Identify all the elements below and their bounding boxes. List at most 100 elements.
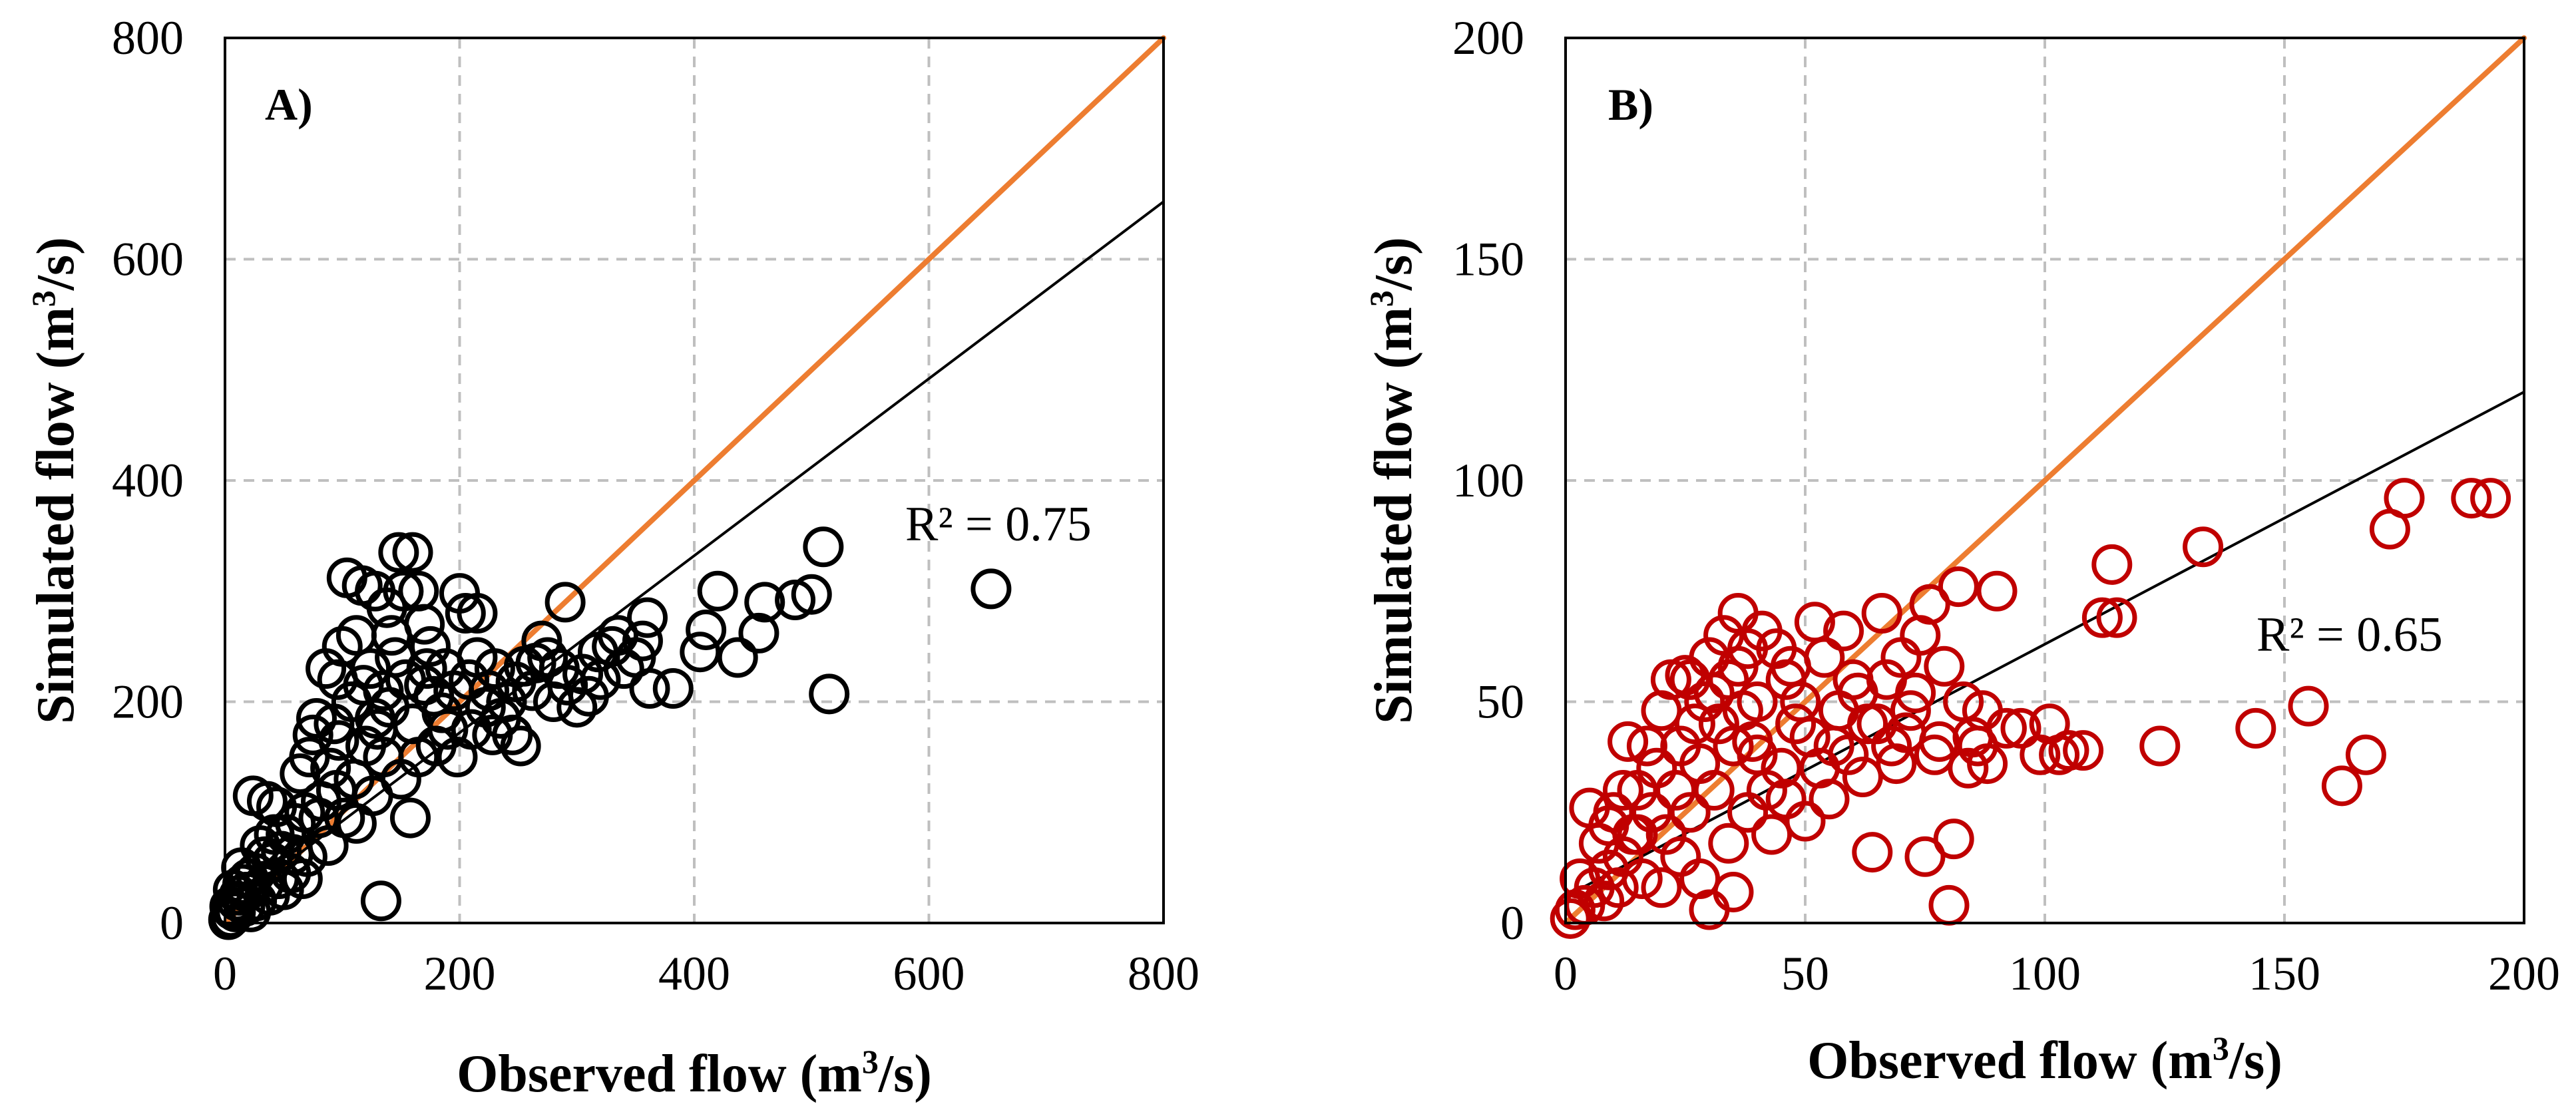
chart-b-data-point (1775, 703, 1817, 745)
chart-b-data-point (1608, 721, 1649, 762)
chart-b-data-point (1693, 672, 1735, 713)
chart-a-data-point (597, 615, 638, 656)
chart-a-data-point (308, 825, 349, 866)
chart-b-data-point (1765, 779, 1807, 820)
chart-b-data-point (2235, 707, 2276, 749)
chart-a-data-point (404, 604, 445, 645)
chart-b-data-point (2183, 526, 2224, 568)
chart-b-data-point (2096, 597, 2137, 638)
chart-a-data-point (457, 637, 498, 678)
chart-a-data-point (292, 714, 333, 755)
chart-b-data-point (1660, 725, 1701, 767)
chart-b-data-point (1602, 770, 1643, 811)
chart-a-data-point (439, 573, 480, 614)
chart-a-data-point (212, 889, 253, 930)
chart-a-data-point (409, 626, 451, 667)
chart-a-x-tick-label: 600 (893, 947, 965, 1000)
chart-a-data-point (385, 659, 426, 700)
chart-a-y-title-tail: /s) (27, 237, 85, 291)
chart-a-x-tick-label: 800 (1128, 947, 1199, 1000)
chart-b-y-tick-labels: 0 50 100 150 200 (1452, 11, 1524, 950)
chart-b-data-point (1679, 858, 1721, 899)
chart-a-data-point (544, 582, 586, 623)
chart-b-data-point (2139, 725, 2181, 767)
chart-a-data-point (809, 673, 850, 715)
chart-a-y-title-sup: 3 (25, 290, 62, 307)
chart-a-data-point (803, 526, 844, 568)
chart-a-x-tick-label: 200 (424, 947, 496, 1000)
chart-a-data-point (263, 869, 304, 910)
chart-a-data-point (398, 570, 439, 612)
chart-a-x-title-sup: 3 (862, 1043, 879, 1080)
chart-a-trend-line (224, 200, 1165, 911)
chart-b-data-point (2470, 478, 2511, 519)
chart-a-data-point (286, 836, 327, 877)
chart-a-data-point (371, 615, 412, 656)
chart-a-x-axis-title: Observed flow (m3/s) (457, 1043, 932, 1103)
chart-b-data-point (1852, 832, 1893, 873)
chart-a-data-point (437, 737, 478, 778)
chart-a-data-point (317, 659, 358, 700)
chart-b-r2-label: R² = 0.65 (2256, 608, 2443, 662)
chart-b-data-point (2451, 478, 2492, 519)
chart-b-data-point (1928, 884, 1970, 926)
chart-b-x-axis-title: Observed flow (m3/s) (1807, 1029, 2282, 1090)
chart-b-data-point (1617, 814, 1658, 855)
chart-b-x-title-sup: 3 (2213, 1029, 2229, 1067)
chart-a-data-point (449, 659, 490, 700)
chart-b-y-tick-label: 100 (1452, 454, 1524, 507)
chart-a-data-point (406, 648, 447, 689)
chart-b-x-tick-label: 100 (2009, 947, 2081, 1000)
chart-b-x-tick-label: 50 (1781, 947, 1829, 1000)
chart-b-data-point (1809, 779, 1850, 820)
chart-a-y-tick-label: 0 (160, 896, 184, 950)
chart-a-data-point (697, 570, 738, 612)
chart-a-x-title-main: Observed flow (m (457, 1045, 862, 1103)
chart-a-r2-label: R² = 0.75 (905, 497, 1092, 552)
chart-b-data-point (1924, 646, 1965, 687)
chart-a-x-tick-label: 400 (658, 947, 730, 1000)
chart-b-data-point (1674, 703, 1715, 745)
chart-b-data-point (1804, 637, 1845, 678)
chart-a-data-point (627, 597, 668, 638)
chart-a-plot-frame (224, 37, 1165, 924)
chart-b-data-point (1708, 823, 1749, 864)
chart-a-data-point (568, 675, 609, 717)
chart-a-data-point (686, 609, 727, 650)
chart-b-data-point (1837, 672, 1878, 713)
chart-a-data-point (230, 891, 272, 932)
chart-b-data-point (1871, 725, 1912, 767)
chart-b-data-point (1617, 770, 1658, 811)
chart-b-x-title-main: Observed flow (m (1807, 1031, 2213, 1090)
chart-b-y-title-sup: 3 (1363, 290, 1400, 307)
chart-b-data-point (1914, 734, 1955, 775)
chart-a-data-point (744, 582, 785, 623)
chart-b-y-title-main: Simulated flow (m (1365, 307, 1423, 724)
chart-a-y-tick-labels: 0 200 400 600 800 (112, 11, 184, 950)
chart-b-data-point (1828, 734, 1869, 775)
chart-b-data-point (1900, 615, 1941, 656)
chart-b-data-point (2081, 597, 2123, 638)
chart-b-data-point (1890, 690, 1931, 731)
chart-a-data-point (392, 532, 433, 573)
chart-a-data-point (254, 814, 295, 855)
chart-a-data-point (280, 753, 321, 795)
chart-a-data-point (314, 703, 355, 745)
chart-b-plot-frame (1564, 37, 2525, 924)
chart-b-data-point (2039, 734, 2080, 775)
chart-b-data-point (1976, 570, 2018, 612)
chart-a-data-point (296, 697, 337, 739)
chart-panel-a: 0 200 400 600 800 0 200 400 600 800 A) R² = 0.75… (25, 11, 1199, 1103)
chart-a-y-tick-label: 800 (112, 11, 184, 65)
chart-a-data-point (389, 797, 431, 838)
chart-a-data-point (427, 709, 469, 750)
chart-b-y-title-tail: /s) (1365, 237, 1423, 291)
chart-a-data-point (306, 648, 347, 689)
chart-a-data-point (298, 797, 339, 838)
chart-a-y-axis-title: Simulated flow (m3/s) (25, 237, 85, 724)
chart-b-data-point (1856, 703, 1898, 745)
chart-b-data-point (2091, 544, 2133, 585)
chart-b-data-point (1761, 747, 1802, 789)
chart-a-data-point (256, 786, 298, 827)
chart-b-points (1550, 478, 2511, 939)
